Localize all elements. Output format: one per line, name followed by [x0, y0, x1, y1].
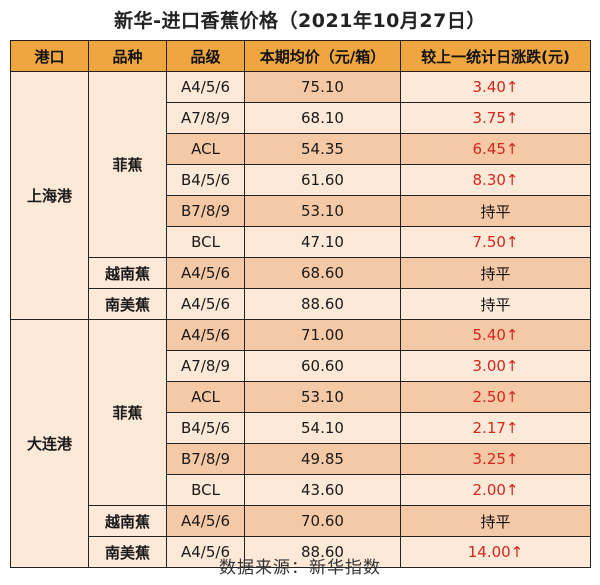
header-variety: 品种: [88, 40, 167, 72]
change-cell: 3.40↑: [400, 71, 591, 103]
table-row: B7/8/9 49.85 3.25↑: [11, 443, 591, 475]
price-cell: 71.00: [244, 319, 401, 351]
page-title: 新华-进口香蕉价格（2021年10月27日）: [114, 10, 486, 32]
price-cell: 68.60: [244, 257, 401, 289]
price-cell: 53.10: [244, 195, 401, 227]
price-cell: 47.10: [244, 226, 401, 258]
change-cell: 8.30↑: [400, 164, 591, 196]
grade-cell: A4/5/6: [166, 71, 245, 103]
header-change: 较上一统计日涨跌(元): [400, 40, 591, 72]
grade-cell: A4/5/6: [166, 257, 245, 289]
price-cell: 68.10: [244, 102, 401, 134]
change-cell: 2.00↑: [400, 474, 591, 506]
port-shanghai: 上海港: [10, 71, 89, 320]
change-cell: 3.25↑: [400, 443, 591, 475]
header-row: 港口 品种 品级 本期均价（元/箱） 较上一统计日涨跌(元): [10, 40, 591, 72]
price-cell: 43.60: [244, 474, 401, 506]
grade-cell: A4/5/6: [166, 319, 245, 351]
price-cell: 75.10: [244, 71, 401, 103]
variety-shanghai-sa: 南美蕉: [88, 288, 167, 320]
grade-cell: B7/8/9: [166, 195, 245, 227]
source-note: 数据来源：新华指数: [219, 558, 381, 578]
variety-shanghai-viet: 越南蕉: [88, 257, 167, 289]
change-cell: 持平: [400, 288, 591, 320]
change-cell: 2.50↑: [400, 381, 591, 413]
change-cell: 6.45↑: [400, 133, 591, 165]
table-row: 越南蕉 A4/5/6 70.60 持平: [11, 505, 591, 537]
price-cell: 54.35: [244, 133, 401, 165]
grade-cell: BCL: [166, 226, 245, 258]
table-row: A7/8/9 68.10 3.75↑: [11, 102, 591, 134]
change-cell: 持平: [400, 505, 591, 537]
header-port: 港口: [10, 40, 89, 72]
price-cell: 70.60: [244, 505, 401, 537]
table-row: 上海港 菲蕉 A4/5/6 75.10 3.40↑: [10, 71, 591, 320]
table-row: 大连港 菲蕉 A4/5/6 71.00 5.40↑: [10, 319, 591, 568]
price-cell: 53.10: [244, 381, 401, 413]
change-cell: 3.00↑: [400, 350, 591, 382]
grade-cell: A4/5/6: [166, 505, 245, 537]
price-cell: 60.60: [244, 350, 401, 382]
change-cell: 14.00↑: [400, 536, 591, 568]
table-row: BCL 43.60 2.00↑: [11, 474, 591, 506]
grade-cell: B4/5/6: [166, 412, 245, 444]
grade-cell: ACL: [166, 381, 245, 413]
change-cell: 5.40↑: [400, 319, 591, 351]
price-cell: 88.60: [244, 288, 401, 320]
table-row: B4/5/6 61.60 8.30↑: [11, 164, 591, 196]
variety-shanghai-phil: 菲蕉: [88, 71, 167, 258]
table-row: 越南蕉 A4/5/6 68.60 持平: [11, 257, 591, 289]
variety-dalian-viet: 越南蕉: [88, 505, 167, 537]
table-row: B7/8/9 53.10 持平: [11, 195, 591, 227]
header-price: 本期均价（元/箱）: [244, 40, 401, 72]
price-table: 港口 品种 品级 本期均价（元/箱） 较上一统计日涨跌(元) 上海港 菲蕉 A4…: [10, 40, 591, 568]
table-row: 南美蕉 A4/5/6 88.60 14.00↑: [11, 536, 591, 568]
grade-cell: A4/5/6: [166, 536, 245, 568]
grade-cell: A7/8/9: [166, 102, 245, 134]
grade-cell: A7/8/9: [166, 350, 245, 382]
price-cell: 61.60: [244, 164, 401, 196]
price-cell: 49.85: [244, 443, 401, 475]
change-cell: 7.50↑: [400, 226, 591, 258]
price-cell: 88.60: [244, 536, 401, 568]
table-row: 南美蕉 A4/5/6 88.60 持平: [11, 288, 591, 320]
grade-cell: A4/5/6: [166, 288, 245, 320]
price-cell: 54.10: [244, 412, 401, 444]
grade-cell: B7/8/9: [166, 443, 245, 475]
change-cell: 持平: [400, 195, 591, 227]
table-row: BCL 47.10 7.50↑: [11, 226, 591, 258]
grade-cell: BCL: [166, 474, 245, 506]
grade-cell: B4/5/6: [166, 164, 245, 196]
table-row: ACL 53.10 2.50↑: [11, 381, 591, 413]
header-grade: 品级: [166, 40, 245, 72]
variety-dalian-phil: 菲蕉: [88, 319, 167, 506]
port-dalian: 大连港: [10, 319, 89, 568]
change-cell: 3.75↑: [400, 102, 591, 134]
table-row: B4/5/6 54.10 2.17↑: [11, 412, 591, 444]
table-row: ACL 54.35 6.45↑: [11, 133, 591, 165]
change-cell: 持平: [400, 257, 591, 289]
variety-dalian-sa: 南美蕉: [88, 536, 167, 568]
change-cell: 2.17↑: [400, 412, 591, 444]
grade-cell: ACL: [166, 133, 245, 165]
